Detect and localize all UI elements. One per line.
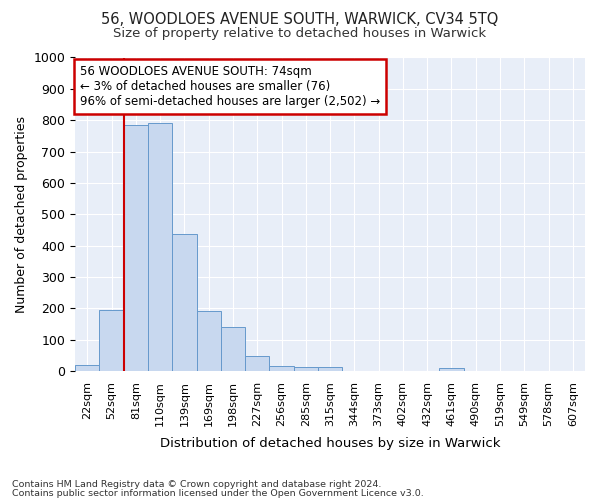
Text: 56 WOODLOES AVENUE SOUTH: 74sqm
← 3% of detached houses are smaller (76)
96% of : 56 WOODLOES AVENUE SOUTH: 74sqm ← 3% of … — [80, 66, 380, 108]
Bar — [245, 356, 269, 371]
Bar — [148, 124, 172, 371]
Bar — [172, 234, 197, 371]
Text: 56, WOODLOES AVENUE SOUTH, WARWICK, CV34 5TQ: 56, WOODLOES AVENUE SOUTH, WARWICK, CV34… — [101, 12, 499, 28]
Bar — [269, 366, 293, 371]
Bar — [197, 311, 221, 371]
Y-axis label: Number of detached properties: Number of detached properties — [15, 116, 28, 313]
Bar — [293, 366, 318, 371]
Text: Contains public sector information licensed under the Open Government Licence v3: Contains public sector information licen… — [12, 490, 424, 498]
X-axis label: Distribution of detached houses by size in Warwick: Distribution of detached houses by size … — [160, 437, 500, 450]
Bar — [439, 368, 464, 371]
Bar — [318, 367, 342, 371]
Bar — [75, 366, 100, 371]
Bar — [221, 326, 245, 371]
Bar — [100, 310, 124, 371]
Text: Size of property relative to detached houses in Warwick: Size of property relative to detached ho… — [113, 28, 487, 40]
Bar — [124, 125, 148, 371]
Text: Contains HM Land Registry data © Crown copyright and database right 2024.: Contains HM Land Registry data © Crown c… — [12, 480, 382, 489]
